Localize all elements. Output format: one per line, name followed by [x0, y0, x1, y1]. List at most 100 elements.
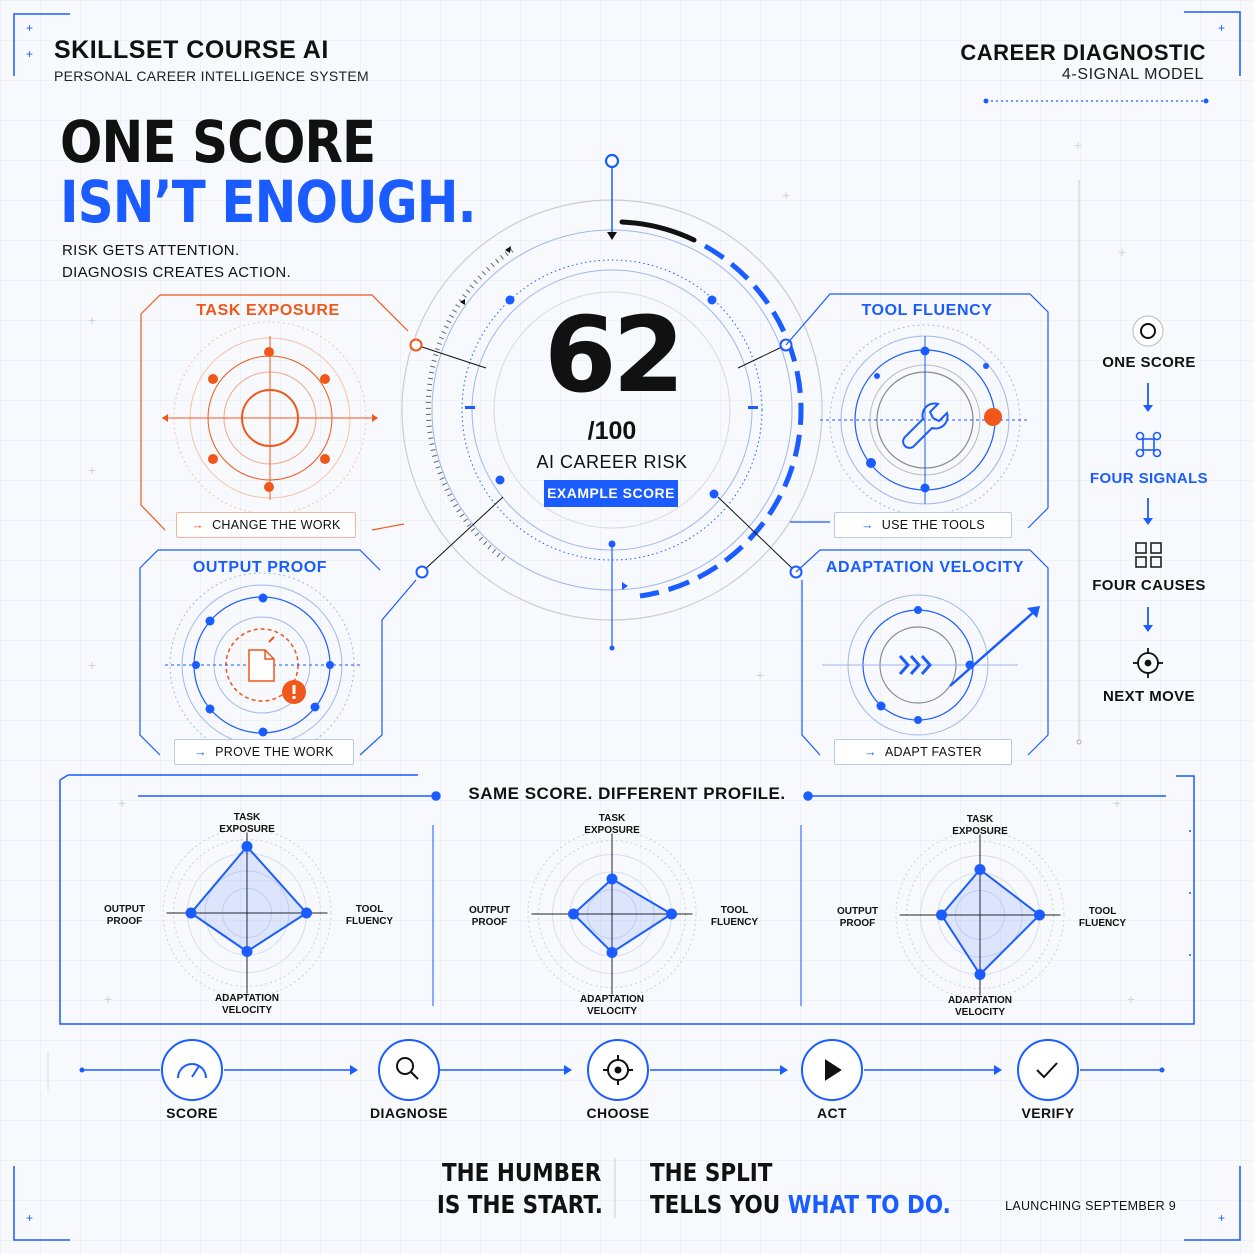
arrow-right-icon: → [191, 518, 205, 532]
step-circles [161, 1039, 1079, 1101]
flow-four-signals: FOUR SIGNALS [1089, 470, 1209, 487]
radar-label-tool-fluency: TOOL FLUENCY [325, 904, 415, 928]
use-the-tools-button[interactable]: → USE THE TOOLS [834, 512, 1012, 538]
radar-label-output-proof-line1: OUTPUT [103, 904, 146, 915]
profiles-frame [59, 774, 1195, 1025]
score-out-of: /100 [587, 417, 637, 445]
radar-label-output-proof: OUTPUT PROOF [445, 905, 535, 929]
faint-plus-marks: + + + + + + + + + + + [88, 137, 1135, 1007]
step-act: ACT [817, 1105, 847, 1121]
change-the-work-button[interactable]: → CHANGE THE WORK [176, 512, 356, 538]
radar-label-tool-fluency-line2: FLUENCY [710, 917, 759, 928]
svg-text:+: + [1127, 991, 1135, 1007]
radar-shape [572, 877, 674, 954]
tool-fluency-graphic [820, 324, 1030, 516]
svg-text:+: + [1218, 21, 1225, 35]
radar-point [568, 908, 579, 920]
radar-label-adaptation-velocity: ADAPTATION VELOCITY [935, 995, 1025, 1019]
radar-label-tool-fluency: TOOL FLUENCY [1058, 906, 1148, 930]
closing-left-line1: THE HUMBER [442, 1158, 602, 1187]
svg-text:+: + [1218, 1211, 1225, 1225]
radar-point [241, 841, 253, 852]
arrow-right-icon: → [860, 518, 874, 532]
radar-label-adaptation-velocity: ADAPTATION VELOCITY [202, 993, 292, 1017]
adapt-faster-label: ADAPT FASTER [884, 745, 982, 759]
svg-text:+: + [1118, 244, 1126, 260]
step-flow-lines [79, 1065, 1165, 1075]
headline-line1: ONE SCORE [60, 108, 376, 176]
radar-point [606, 947, 618, 958]
radar-label-adaptation-velocity-line1: ADAPTATION [947, 995, 1013, 1006]
closing-right-line2a: TELLS YOU [650, 1190, 788, 1219]
radar-label-output-proof-line2: PROOF [839, 918, 876, 929]
tagline: RISK GETS ATTENTION. DIAGNOSIS CREATES A… [62, 240, 291, 284]
radar-label-task-exposure: TASK EXPOSURE [202, 812, 292, 836]
headline: ONE SCORE ISN’T ENOUGH. [60, 108, 477, 232]
arrow-right-icon: → [864, 745, 877, 759]
radar-label-adaptation-velocity-line2: VELOCITY [954, 1007, 1005, 1018]
radar-label-adaptation-velocity-line2: VELOCITY [586, 1006, 637, 1017]
use-the-tools-label: USE THE TOOLS [881, 518, 986, 532]
prove-the-work-label: PROVE THE WORK [215, 745, 334, 759]
svg-text:+: + [1074, 137, 1082, 153]
radar-label-task-exposure-line2: EXPOSURE [584, 824, 640, 836]
flow-four-causes: FOUR CAUSES [1092, 577, 1206, 594]
radar-point [974, 969, 986, 980]
radar-point [936, 909, 947, 921]
closing-right-line1: THE SPLIT [650, 1158, 773, 1187]
svg-text:+: + [88, 312, 96, 328]
central-gauge [401, 153, 823, 651]
radar-label-task-exposure-line2: EXPOSURE [952, 825, 1008, 837]
radar-chart [162, 828, 332, 998]
prove-the-work-button[interactable]: → PROVE THE WORK [174, 739, 354, 765]
task-exposure-frame [140, 294, 409, 531]
radar-point [974, 864, 986, 875]
flow-next-move: NEXT MOVE [1103, 688, 1195, 705]
example-score-badge: EXAMPLE SCORE [544, 480, 678, 507]
closing-left-line2: IS THE START. [436, 1190, 603, 1219]
step-score: SCORE [166, 1105, 218, 1121]
adaptation-velocity-title: ADAPTATION VELOCITY [825, 559, 1025, 576]
adapt-faster-button[interactable]: → ADAPT FASTER [834, 739, 1012, 765]
radar-label-tool-fluency-line1: TOOL [720, 905, 749, 916]
task-exposure-title: TASK EXPOSURE [196, 302, 340, 319]
radar-label-tool-fluency-line1: TOOL [355, 904, 384, 915]
diagnostic-subtitle: 4-SIGNAL MODEL [1061, 66, 1204, 83]
adaptation-velocity-graphic [822, 594, 1040, 736]
radar-label-output-proof-line1: OUTPUT [836, 906, 879, 917]
radar-point [241, 946, 253, 957]
profile-radars [162, 828, 1065, 1000]
radar-label-adaptation-velocity: ADAPTATION VELOCITY [567, 994, 657, 1018]
svg-text:+: + [26, 47, 33, 61]
radar-point [666, 908, 677, 920]
svg-text:+: + [26, 21, 33, 35]
output-proof-title: OUTPUT PROOF [192, 559, 328, 576]
tool-fluency-title: TOOL FLUENCY [861, 302, 993, 319]
radar-point [606, 873, 618, 885]
tagline-line1: RISK GETS ATTENTION. [62, 242, 240, 259]
arrow-right-icon: → [194, 745, 208, 759]
radar-shape [940, 868, 1042, 977]
radar-chart [895, 830, 1065, 1000]
svg-text:+: + [26, 1211, 33, 1225]
radar-label-task-exposure-line1: TASK [966, 813, 994, 825]
flow-one-score: ONE SCORE [1102, 354, 1196, 371]
closing-right: THE SPLIT TELLS YOU WHAT TO DO. [650, 1157, 951, 1221]
radar-ring [527, 829, 697, 999]
svg-text:+: + [88, 657, 96, 673]
radar-label-output-proof-line2: PROOF [471, 917, 508, 928]
output-proof-frame [139, 549, 417, 756]
adaptation-velocity-frame [795, 549, 1049, 756]
radar-label-tool-fluency-line2: FLUENCY [345, 916, 394, 927]
radar-label-adaptation-velocity-line2: VELOCITY [221, 1005, 272, 1016]
profiles-title: SAME SCORE. DIFFERENT PROFILE. [468, 784, 786, 803]
radar-label-task-exposure: TASK EXPOSURE [567, 813, 657, 837]
radar-label-output-proof: OUTPUT PROOF [813, 906, 903, 930]
task-exposure-graphic [162, 321, 378, 515]
corner-plus-marks: + + + + + [26, 21, 1225, 1225]
change-the-work-label: CHANGE THE WORK [212, 518, 341, 532]
step-choose: CHOOSE [586, 1105, 650, 1121]
step-diagnose: DIAGNOSE [370, 1105, 448, 1121]
radar-label-tool-fluency-line2: FLUENCY [1078, 918, 1127, 929]
